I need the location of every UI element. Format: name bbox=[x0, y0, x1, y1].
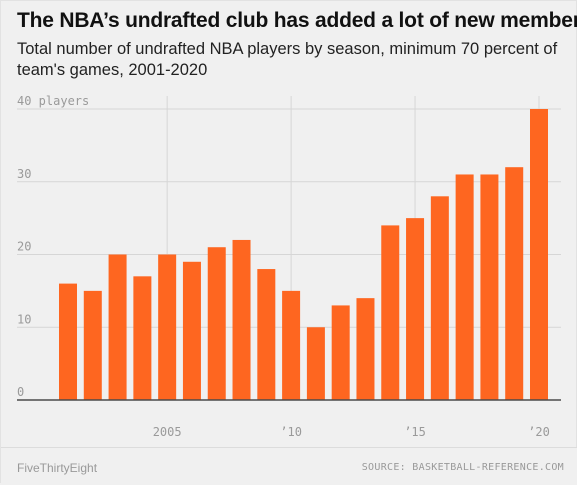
bar bbox=[59, 283, 77, 400]
bar bbox=[505, 167, 524, 400]
bar bbox=[207, 247, 226, 400]
x-tick-label: 2005 bbox=[153, 425, 182, 439]
x-tick-label: ’20 bbox=[528, 425, 550, 439]
bar bbox=[306, 327, 325, 400]
bar bbox=[381, 225, 400, 400]
chart-title: The NBA’s undrafted club has added a lot… bbox=[17, 9, 577, 32]
bar bbox=[133, 276, 152, 400]
y-tick-label: 40 players bbox=[17, 94, 89, 108]
bar bbox=[530, 109, 548, 400]
x-tick-label: ’15 bbox=[404, 425, 426, 439]
y-tick-label: 0 bbox=[17, 385, 24, 399]
bar bbox=[158, 254, 177, 400]
bar bbox=[182, 261, 201, 400]
bar bbox=[232, 239, 251, 400]
bar-chart: 0 10 20 30 40 players 2005 ’10 ’15 ’20 bbox=[17, 94, 561, 439]
bar bbox=[331, 305, 350, 400]
bar bbox=[83, 290, 102, 400]
source-note: SOURCE: BASKETBALL-REFERENCE.COM bbox=[361, 462, 564, 473]
brand-logo-text: FiveThirtyEight bbox=[17, 461, 98, 475]
bar bbox=[108, 254, 127, 400]
bar bbox=[257, 269, 276, 400]
bar bbox=[356, 298, 375, 400]
footer: FiveThirtyEight SOURCE: BASKETBALL-REFER… bbox=[1, 447, 577, 485]
bar bbox=[406, 218, 425, 400]
y-tick-label: 30 bbox=[17, 167, 31, 181]
bar bbox=[430, 196, 449, 400]
bar bbox=[480, 174, 499, 400]
bar bbox=[282, 290, 301, 400]
y-tick-label: 10 bbox=[17, 312, 31, 326]
y-tick-label: 20 bbox=[17, 240, 31, 254]
x-tick-label: ’10 bbox=[280, 425, 302, 439]
bar bbox=[455, 174, 474, 400]
chart-subtitle: Total number of undrafted NBA players by… bbox=[17, 40, 558, 79]
